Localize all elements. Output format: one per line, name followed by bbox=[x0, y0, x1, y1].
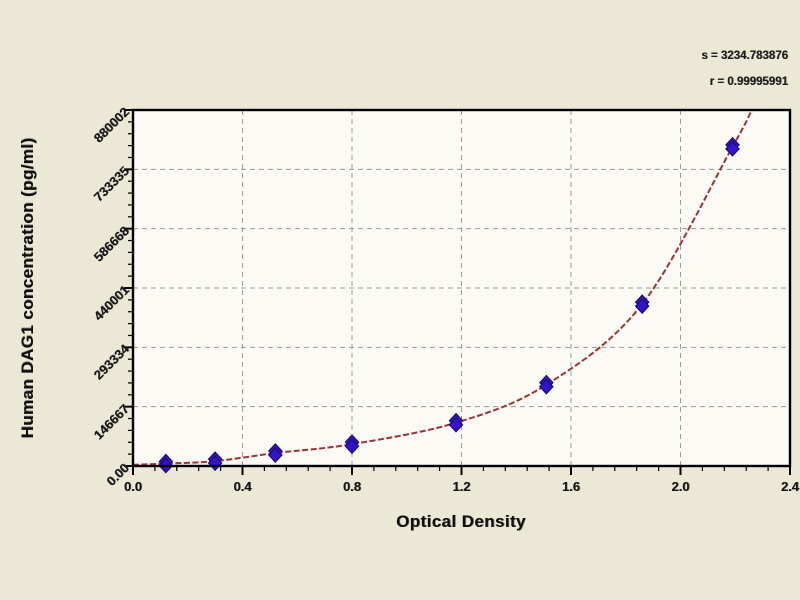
x-tick-label: 0.4 bbox=[233, 479, 252, 494]
grid-lines bbox=[133, 110, 790, 466]
data-point-marker bbox=[538, 378, 554, 395]
data-point-marker bbox=[267, 447, 283, 464]
data-point-marker bbox=[634, 298, 650, 315]
fit-correlation-annotation: r = 0.99995991 bbox=[709, 76, 788, 88]
data-points bbox=[158, 136, 740, 474]
x-tick-label: 2.0 bbox=[671, 479, 690, 494]
data-point-marker bbox=[344, 438, 360, 455]
x-tick-label: 1.6 bbox=[561, 479, 581, 494]
data-point-marker bbox=[448, 416, 464, 433]
x-axis-title: Optical Density bbox=[396, 512, 526, 531]
data-point-marker bbox=[725, 140, 740, 157]
plot-border bbox=[131, 108, 792, 468]
x-tick-label: 0.0 bbox=[123, 479, 143, 494]
x-tick-label: 0.8 bbox=[342, 479, 362, 494]
x-tick-label: 1.2 bbox=[452, 479, 471, 494]
fit-standard-error-annotation: s = 3234.783876 bbox=[701, 50, 788, 62]
x-tick-label: 2.4 bbox=[780, 479, 800, 494]
